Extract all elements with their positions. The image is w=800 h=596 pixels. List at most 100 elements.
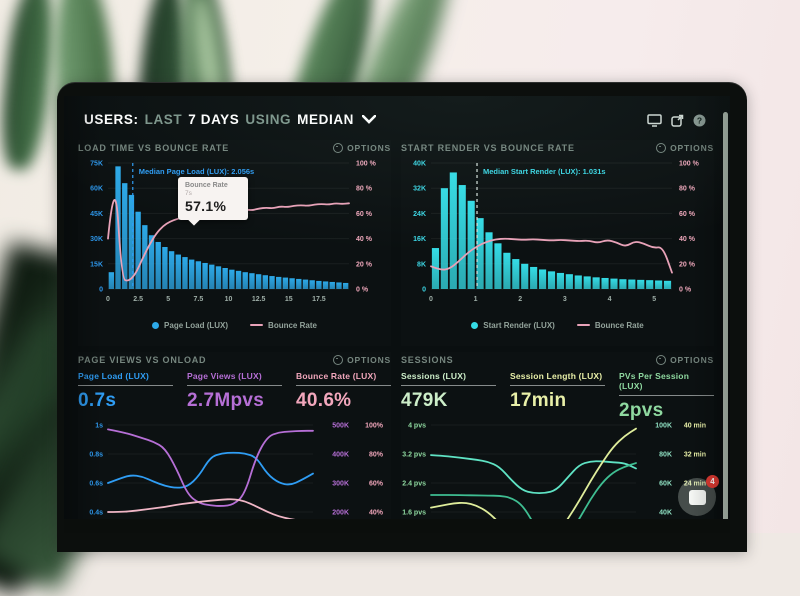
metric-pvs-per-session: PVs Per Session (LUX) 2pvs	[619, 371, 714, 421]
svg-text:300K: 300K	[332, 481, 349, 488]
svg-text:40 %: 40 %	[679, 236, 696, 243]
legend: Start Render (LUX) Bounce Rate	[401, 318, 714, 332]
svg-text:80K: 80K	[659, 452, 672, 459]
share-icon[interactable]	[671, 114, 684, 127]
svg-text:7.5: 7.5	[194, 296, 204, 303]
svg-text:16K: 16K	[413, 236, 426, 243]
panel-load-time-vs-bounce-rate: LOAD TIME VS BOUNCE RATE OPTIONS Bounce …	[78, 140, 391, 346]
svg-text:0: 0	[429, 296, 433, 303]
svg-text:200K: 200K	[332, 510, 349, 517]
sessions-line-chart: 4 pvs 100K 40 min 3.2 pvs 80K 32 min 2.4 pvs 60…	[401, 415, 714, 533]
panel-title: START RENDER VS BOUNCE RATE	[401, 142, 575, 153]
svg-text:60 %: 60 %	[679, 211, 696, 218]
svg-text:0: 0	[106, 296, 110, 303]
svg-text:45K: 45K	[90, 211, 103, 218]
agg-value: MEDIAN	[297, 112, 355, 127]
svg-text:24 min: 24 min	[684, 481, 706, 488]
svg-text:60%: 60%	[369, 481, 384, 488]
agg-dim-label: USING	[245, 112, 292, 127]
dashboard-screen: USERS: LAST 7 DAYS USING MEDIAN ?	[64, 96, 730, 533]
svg-text:100%: 100%	[365, 423, 384, 430]
svg-text:4 pvs: 4 pvs	[408, 423, 426, 430]
svg-text:3.2 pvs: 3.2 pvs	[402, 452, 426, 459]
panel-start-render-vs-bounce-rate: START RENDER VS BOUNCE RATE OPTIONS 40K 1…	[401, 140, 714, 346]
svg-text:500K: 500K	[332, 423, 349, 430]
svg-text:15: 15	[285, 296, 293, 303]
metric-row: Sessions (LUX) 479K Session Length (LUX)…	[401, 371, 714, 421]
monitor-icon[interactable]	[647, 114, 662, 127]
svg-text:60 %: 60 %	[356, 211, 373, 218]
svg-text:1: 1	[474, 296, 478, 303]
svg-text:10: 10	[225, 296, 233, 303]
page-load-dot-icon	[152, 321, 160, 329]
svg-text:0: 0	[422, 287, 426, 294]
chat-bubble-icon	[688, 489, 706, 505]
svg-text:2.5: 2.5	[133, 296, 143, 303]
metric-sessions: Sessions (LUX) 479K	[401, 371, 496, 415]
panel-title: PAGE VIEWS VS ONLOAD	[78, 354, 207, 365]
bounce-rate-line-icon	[250, 323, 264, 327]
range-dim-label: LAST	[144, 112, 183, 127]
svg-text:5: 5	[652, 296, 656, 303]
metric-row: Page Load (LUX) 0.7s Page Views (LUX) 2.…	[78, 371, 391, 415]
options-button[interactable]: OPTIONS	[656, 142, 714, 153]
svg-text:80 %: 80 %	[356, 186, 373, 193]
panel-title: SESSIONS	[401, 354, 454, 365]
options-button[interactable]: OPTIONS	[656, 354, 714, 365]
help-icon[interactable]: ?	[693, 114, 706, 127]
svg-text:400K: 400K	[332, 452, 349, 459]
svg-text:40 min: 40 min	[684, 423, 706, 430]
gear-icon	[656, 142, 667, 153]
svg-text:17.5: 17.5	[312, 296, 326, 303]
legend: Page Load (LUX) Bounce Rate	[78, 318, 391, 332]
metric-page-load: Page Load (LUX) 0.7s	[78, 371, 173, 415]
svg-text:60K: 60K	[90, 186, 103, 193]
svg-text:40%: 40%	[369, 510, 384, 517]
scrollbar[interactable]	[723, 112, 728, 533]
svg-text:15K: 15K	[90, 261, 103, 268]
metric-bounce-rate: Bounce Rate (LUX) 40.6%	[296, 371, 391, 415]
svg-text:100 %: 100 %	[356, 161, 377, 168]
svg-text:24K: 24K	[413, 211, 426, 218]
laptop-frame: USERS: LAST 7 DAYS USING MEDIAN ?	[57, 82, 747, 552]
svg-text:60K: 60K	[659, 481, 672, 488]
chevron-down-icon[interactable]	[362, 115, 377, 124]
svg-text:1.6 pvs: 1.6 pvs	[402, 510, 426, 517]
svg-text:0 %: 0 %	[679, 287, 692, 294]
panel-title: LOAD TIME VS BOUNCE RATE	[78, 142, 230, 153]
svg-text:100K: 100K	[655, 423, 672, 430]
options-button[interactable]: OPTIONS	[333, 142, 391, 153]
svg-text:0.6s: 0.6s	[89, 481, 103, 488]
svg-text:40K: 40K	[413, 161, 426, 168]
bounce-rate-tooltip: Bounce Rate 7s 57.1%	[178, 177, 248, 220]
gear-icon	[656, 354, 667, 365]
range-value: 7 DAYS	[188, 112, 240, 127]
notification-badge: 4	[706, 475, 719, 488]
svg-text:12.5: 12.5	[252, 296, 266, 303]
svg-text:3: 3	[563, 296, 567, 303]
gear-icon	[333, 354, 344, 365]
users-label: USERS:	[84, 112, 139, 127]
svg-text:2.4 pvs: 2.4 pvs	[402, 481, 426, 488]
svg-text:0.8s: 0.8s	[89, 452, 103, 459]
svg-text:2: 2	[518, 296, 522, 303]
page-views-line-chart: 1s 500K 100% 0.8s 400K 80% 0.6s 300K 60% 0.4s 200K…	[78, 415, 391, 533]
svg-text:100 %: 100 %	[679, 161, 700, 168]
options-button[interactable]: OPTIONS	[333, 354, 391, 365]
panel-sessions: SESSIONS OPTIONS Sessions (LUX) 479K Ses…	[401, 352, 714, 533]
panel-page-views-vs-onload: PAGE VIEWS VS ONLOAD OPTIONS Page Load (…	[78, 352, 391, 533]
svg-text:0 %: 0 %	[356, 287, 369, 294]
svg-text:40 %: 40 %	[356, 236, 373, 243]
chat-button[interactable]: 4	[678, 475, 719, 516]
svg-text:0: 0	[99, 287, 103, 294]
start-render-dot-icon	[471, 321, 479, 329]
gear-icon	[333, 142, 344, 153]
svg-text:?: ?	[697, 115, 702, 125]
svg-text:5: 5	[166, 296, 170, 303]
svg-text:0.4s: 0.4s	[89, 510, 103, 517]
load-time-bar-chart: Bounce Rate 7s 57.1% 75K 100 % 60K 80 % 45K 6…	[78, 155, 391, 318]
svg-text:Median Start Render (LUX): 1.0: Median Start Render (LUX): 1.031s	[483, 167, 606, 176]
svg-text:Median Page Load (LUX): 2.056s: Median Page Load (LUX): 2.056s	[139, 167, 254, 176]
start-render-bar-chart: 40K 100 % 32K 80 % 24K 60 % 16K 40 % 8K 20 % 0 0 % 0…	[401, 155, 714, 318]
svg-text:32 min: 32 min	[684, 452, 706, 459]
